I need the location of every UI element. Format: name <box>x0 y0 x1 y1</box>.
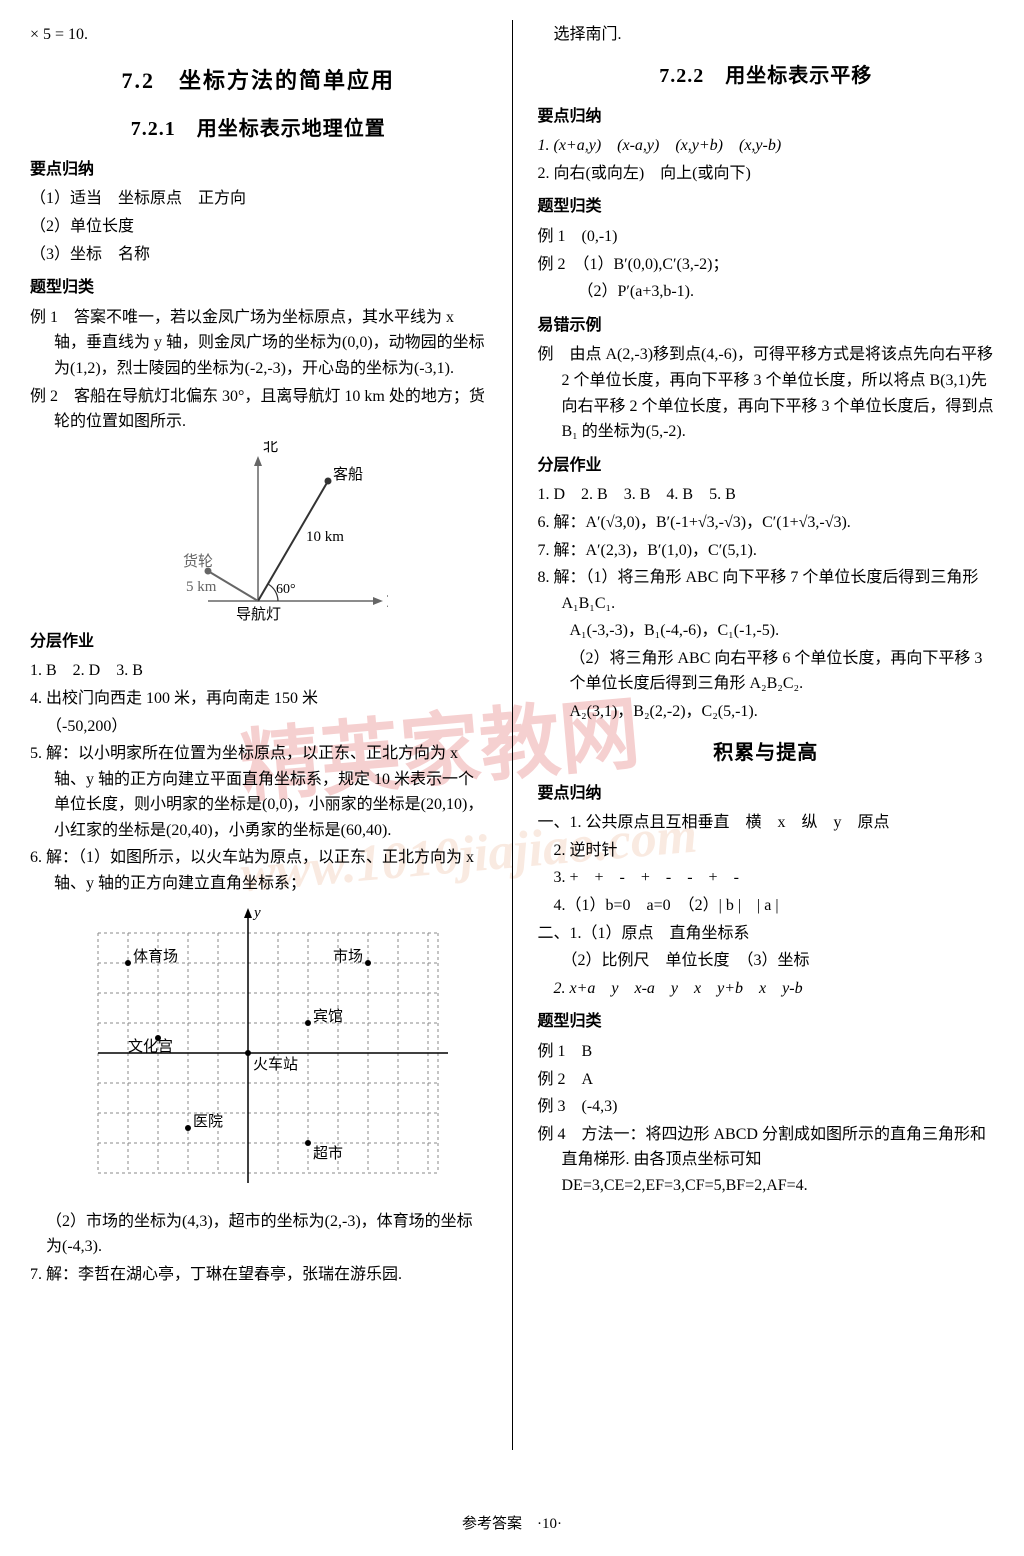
r-ycsl: 易错示例 <box>538 313 995 339</box>
txgl-head: 题型归类 <box>30 275 487 301</box>
r-f8b: A₁(-3,-3)，B₁(-4,-6)，C₁(-1,-5). <box>538 618 995 644</box>
r-y2: 2. 向右(或向左) 向上(或向下) <box>538 161 995 187</box>
hcz-label: 火车站 <box>253 1056 298 1073</box>
f6b: （2）市场的坐标为(4,3)，超市的坐标为(2,-3)，体育场的坐标为(-4,3… <box>30 1209 487 1260</box>
r-txgl2: 题型归类 <box>538 1009 995 1035</box>
cargo-label: 货轮 <box>183 553 213 570</box>
r-ex1: 例 1 (0,-1) <box>538 224 995 250</box>
page-footer: 参考答案 ·10· <box>0 1512 1024 1536</box>
y3: （3）坐标 名称 <box>30 242 487 268</box>
grid-diagram: 体育场 市场 宾馆 文化宫 火车站 医院 超市 x y <box>68 903 448 1203</box>
yy-label: 医院 <box>193 1112 223 1130</box>
east-label: 东 <box>386 593 388 610</box>
right-column: 选择南门. 7.2.2 用坐标表示平移 要点归纳 1. (x+a,y) (x-a… <box>538 20 995 1536</box>
bg-label: 宾馆 <box>313 1008 343 1025</box>
two-column-layout: × 5 = 10. 7.2 坐标方法的简单应用 7.2.1 用坐标表示地理位置 … <box>30 20 994 1536</box>
r-yi4: 4.（1）b=0 a=0 （2）| b | | a | <box>538 893 995 919</box>
r-lex3: 例 3 (-4,3) <box>538 1094 995 1120</box>
r-txgl: 题型归类 <box>538 194 995 220</box>
fczy-head: 分层作业 <box>30 629 487 655</box>
f5: 5. 解：以小明家所在位置为坐标原点，以正东、正北方向为 x 轴、y 轴的正方向… <box>30 741 487 843</box>
angle-label: 60° <box>276 582 296 597</box>
r-er2: （2）比例尺 单位长度 （3）坐标 <box>538 948 995 974</box>
r-yc: 例 由点 A(2,-3)移到点(4,-6)，可得平移方式是将该点先向右平移 2 … <box>538 342 995 444</box>
top-expr: × 5 = 10. <box>30 22 487 48</box>
r-ydgn2: 要点归纳 <box>538 781 995 807</box>
dist1-label: 10 km <box>306 529 344 545</box>
f7: 7. 解：李哲在湖心亭，丁琳在望春亭，张瑞在游乐园. <box>30 1262 487 1288</box>
r-lex2: 例 2 A <box>538 1067 995 1093</box>
r-er1: 二、1.（1）原点 直角坐标系 <box>538 921 995 947</box>
left-column: × 5 = 10. 7.2 坐标方法的简单应用 7.2.1 用坐标表示地理位置 … <box>30 20 487 1536</box>
cs-label: 超市 <box>313 1145 343 1162</box>
column-divider <box>512 20 513 1450</box>
title-7-2: 7.2 坐标方法的简单应用 <box>30 63 487 98</box>
r-f6: 6. 解：A′(√3,0)，B′(-1+√3,-√3)，C′(1+√3,-√3)… <box>538 510 995 536</box>
r-f1: 1. D 2. B 3. B 4. B 5. B <box>538 482 995 508</box>
title-7-2-2: 7.2.2 用坐标表示平移 <box>538 60 995 92</box>
r-fczy: 分层作业 <box>538 453 995 479</box>
r-yi3: 3. + + - + - - + - <box>538 865 995 891</box>
r-ex2b: （2）P′(a+3,b-1). <box>538 279 995 305</box>
f1: 1. B 2. D 3. B <box>30 658 487 684</box>
ex2: 例 2 客船在导航灯北偏东 30°，且离导航灯 10 km 处的地方；货轮的位置… <box>30 384 487 435</box>
whg-label: 文化宫 <box>128 1038 173 1055</box>
compass-diagram: 北 东 客船 货轮 10 km 5 km 60° 导航灯 <box>128 441 388 621</box>
r-y1: 1. (x+a,y) (x-a,y) (x,y+b) (x,y-b) <box>538 133 995 159</box>
ex1: 例 1 答案不唯一，若以金凤广场为坐标原点，其水平线为 x 轴，垂直线为 y 轴… <box>30 305 487 382</box>
title-7-2-1: 7.2.1 用坐标表示地理位置 <box>30 113 487 145</box>
r-f8: 8. 解：（1）将三角形 ABC 向下平移 7 个单位长度后得到三角形 A₁B₁… <box>538 565 995 616</box>
r-f7: 7. 解：A′(2,3)，B′(1,0)，C′(5,1). <box>538 538 995 564</box>
north-label: 北 <box>263 441 278 455</box>
r-f8c: （2）将三角形 ABC 向右平移 6 个单位长度，再向下平移 3 个单位长度后得… <box>538 646 995 697</box>
dist2-label: 5 km <box>186 579 217 595</box>
r-ydgn: 要点归纳 <box>538 104 995 130</box>
f4b: （-50,200） <box>30 714 487 740</box>
tyg-label: 体育场 <box>133 948 178 965</box>
r-f8d: A₂(3,1)，B₂(2,-2)，C₂(5,-1). <box>538 699 995 725</box>
y2: （2）单位长度 <box>30 214 487 240</box>
r-er3: 2. x+a y x-a y x y+b x y-b <box>538 976 995 1002</box>
light-label: 导航灯 <box>236 606 281 621</box>
sc-label: 市场 <box>333 948 363 965</box>
r-top: 选择南门. <box>538 22 995 48</box>
y1: （1）适当 坐标原点 正方向 <box>30 186 487 212</box>
r-ex2a: 例 2 （1）B′(0,0),C′(3,-2)； <box>538 252 995 278</box>
r-lex1: 例 1 B <box>538 1039 995 1065</box>
ydgn-head: 要点归纳 <box>30 157 487 183</box>
r-lex4: 例 4 方法一：将四边形 ABCD 分割成如图所示的直角三角形和直角梯形. 由各… <box>538 1122 995 1199</box>
jlytg-title: 积累与提高 <box>538 737 995 769</box>
boat-label: 客船 <box>333 466 363 483</box>
r-yi1: 一、1. 公共原点且互相垂直 横 x 纵 y 原点 <box>538 810 995 836</box>
f4: 4. 出校门向西走 100 米，再向南走 150 米 <box>30 686 487 712</box>
r-yi2: 2. 逆时针 <box>538 838 995 864</box>
y-axis: y <box>252 905 261 921</box>
f6: 6. 解：（1）如图所示，以火车站为原点，以正东、正北方向为 x 轴、y 轴的正… <box>30 845 487 896</box>
